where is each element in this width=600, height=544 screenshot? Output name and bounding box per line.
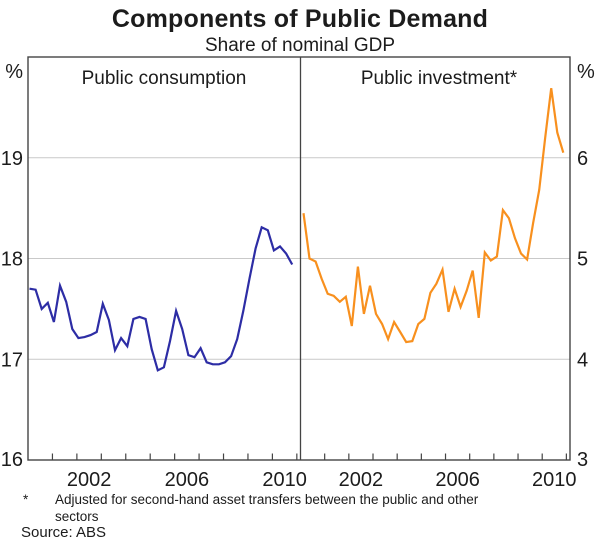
y-axis-tick-label-left: 17 bbox=[1, 349, 23, 371]
chart-subtitle: Share of nominal GDP bbox=[204, 35, 396, 56]
panel-label-right: Public investment* bbox=[361, 68, 518, 89]
chart-title: Components of Public Demand bbox=[111, 5, 489, 33]
x-axis-year-label: 2010 bbox=[262, 469, 307, 491]
public-consumption-line bbox=[29, 225, 294, 372]
x-axis-year-label: 2010 bbox=[532, 469, 577, 491]
x-axis-year-label: 2002 bbox=[339, 469, 384, 491]
y-axis-tick-label-right: 6 bbox=[577, 148, 588, 170]
x-axis-year-label: 2006 bbox=[435, 469, 480, 491]
public-investment-line bbox=[302, 88, 565, 344]
footnote-text: Adjusted for second-hand asset transfers… bbox=[55, 492, 479, 524]
x-axis-year-label: 2006 bbox=[165, 469, 210, 491]
y-axis-tick-label-left: 16 bbox=[1, 449, 23, 471]
y-axis-tick-label-right: 5 bbox=[577, 249, 588, 271]
footnote: * Adjusted for second-hand asset transfe… bbox=[23, 491, 528, 525]
footnote-marker: * bbox=[23, 492, 29, 507]
y-axis-tick-label-left: 19 bbox=[1, 148, 23, 170]
y-axis-tick-label-left: 18 bbox=[1, 249, 23, 271]
plot-frame bbox=[27, 56, 571, 461]
y-axis-tick-label-right: 3 bbox=[577, 449, 588, 471]
y-axis-unit-right: % bbox=[577, 61, 595, 83]
x-axis-year-label: 2002 bbox=[67, 469, 112, 491]
y-axis-tick-label-right: 4 bbox=[577, 349, 588, 371]
panel-label-left: Public consumption bbox=[82, 68, 247, 89]
y-axis-unit-left: % bbox=[5, 61, 23, 83]
source-note: Source: ABS bbox=[21, 524, 107, 541]
